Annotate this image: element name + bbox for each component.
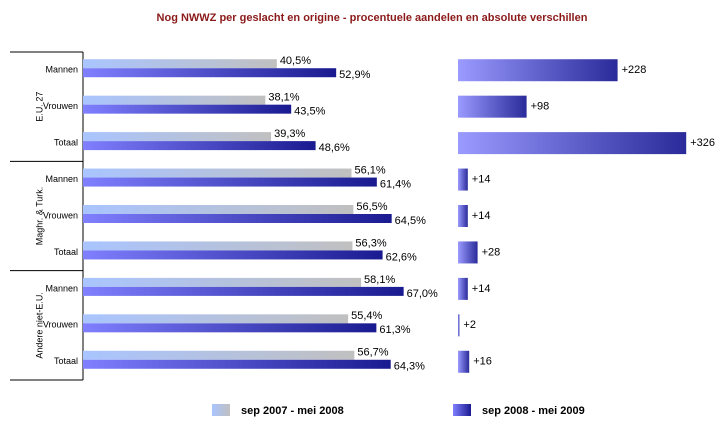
difference-bar	[458, 132, 687, 155]
bar	[83, 250, 383, 260]
bar	[83, 59, 277, 69]
difference-label: +14	[472, 283, 491, 295]
legend-label: sep 2008 - mei 2009	[482, 405, 585, 417]
bar	[83, 68, 337, 78]
group-label: Andere niet-E.U.	[34, 292, 44, 359]
difference-bar	[458, 314, 460, 337]
value-label: 56,1%	[354, 164, 385, 176]
group-label: E.U. 27	[34, 92, 44, 122]
difference-bar	[458, 95, 527, 118]
category-label: Totaal	[54, 247, 78, 257]
value-label: 64,5%	[395, 215, 426, 227]
bar	[83, 323, 377, 333]
difference-bar	[458, 205, 468, 227]
bar	[83, 95, 266, 105]
bar	[83, 241, 353, 251]
difference-bar	[458, 241, 478, 264]
category-label: Vrouwen	[43, 101, 78, 111]
difference-label: +28	[482, 246, 501, 258]
difference-label: +14	[472, 210, 491, 222]
value-label: 55,4%	[351, 310, 382, 322]
value-label: 56,7%	[357, 347, 388, 359]
difference-bar	[458, 277, 468, 300]
category-label: Vrouwen	[43, 210, 78, 220]
bar	[83, 104, 292, 114]
bar	[83, 314, 349, 324]
value-label: 61,4%	[380, 178, 411, 190]
difference-bar	[458, 168, 468, 191]
bar	[83, 286, 404, 296]
value-label: 48,6%	[319, 142, 350, 154]
value-label: 62,6%	[386, 251, 417, 263]
difference-label: +14	[472, 173, 491, 185]
value-label: 38,1%	[268, 92, 299, 104]
value-label: 56,3%	[355, 237, 386, 249]
difference-label: +228	[622, 64, 647, 76]
bar	[83, 205, 354, 214]
difference-label: +16	[473, 356, 492, 368]
value-label: 52,9%	[339, 69, 370, 81]
difference-label: +326	[690, 137, 715, 149]
difference-label: +98	[531, 101, 550, 113]
value-label: 58,1%	[364, 274, 395, 286]
value-label: 67,0%	[407, 288, 438, 300]
value-label: 43,5%	[294, 106, 325, 118]
bar	[83, 359, 391, 369]
bar	[83, 168, 352, 178]
bar	[83, 350, 355, 360]
legend-label: sep 2007 - mei 2008	[241, 405, 344, 417]
category-label: Totaal	[54, 356, 78, 366]
category-label: Mannen	[45, 174, 78, 184]
category-label: Mannen	[45, 65, 78, 75]
value-label: 64,3%	[394, 361, 425, 373]
value-label: 61,3%	[379, 324, 410, 336]
chart-title: Nog NWWZ per geslacht en origine - proce…	[157, 12, 588, 24]
bar	[83, 177, 377, 187]
bar	[83, 277, 362, 287]
difference-bar	[458, 350, 470, 373]
value-label: 39,3%	[274, 128, 305, 140]
bar	[83, 132, 272, 142]
value-label: 40,5%	[280, 55, 311, 67]
difference-bar	[458, 59, 618, 82]
category-label: Mannen	[45, 283, 78, 293]
difference-label: +2	[463, 319, 476, 331]
value-label: 56,5%	[356, 201, 387, 213]
legend-swatch	[212, 404, 230, 416]
legend-swatch	[453, 404, 471, 416]
group-label: Maghr. & Turk.	[34, 187, 44, 246]
category-label: Totaal	[54, 137, 78, 147]
bar	[83, 141, 316, 151]
category-label: Vrouwen	[43, 320, 78, 330]
bar	[83, 214, 392, 223]
